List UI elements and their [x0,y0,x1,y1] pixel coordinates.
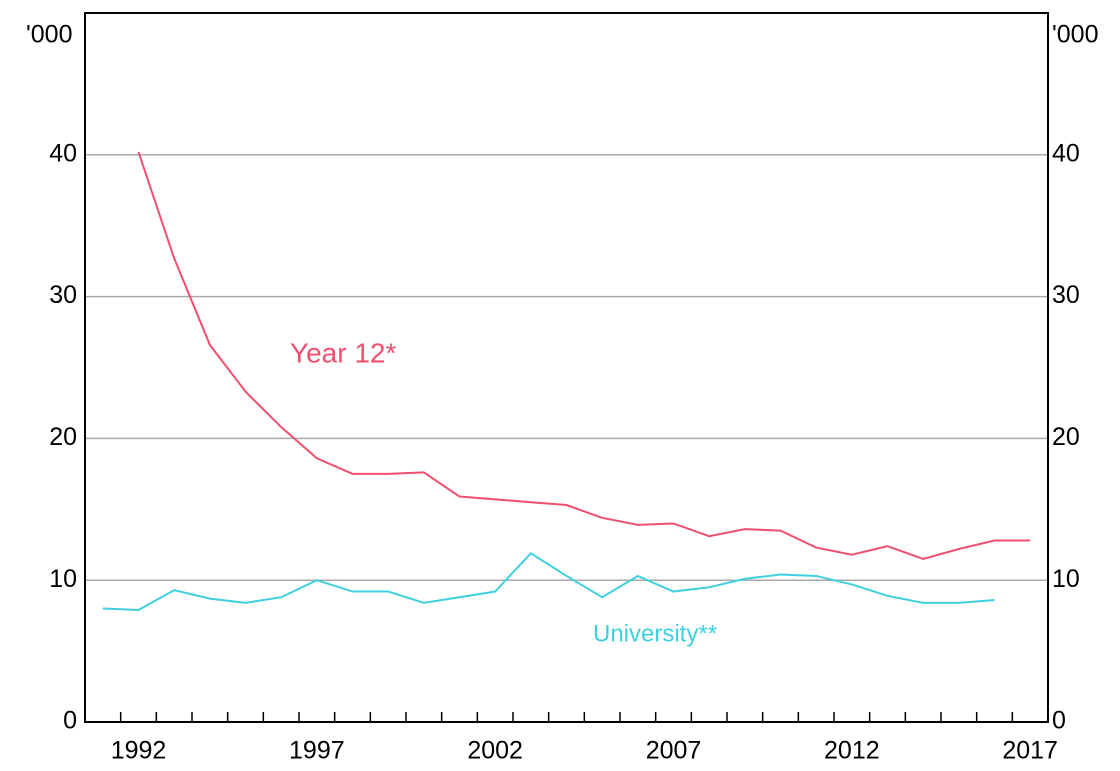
y-tick-label: 30 [49,281,77,309]
x-tick-label: 2017 [1002,737,1058,765]
y2-tick-label: 0 [1052,707,1066,735]
y-tick-label: 40 [49,139,77,167]
y2-tick-label: 20 [1052,423,1080,451]
y-unit-right: '000 [1052,21,1098,49]
series-label: Year 12* [290,337,396,368]
y-tick-label: 0 [63,707,77,735]
x-tick-label: 2002 [467,737,523,765]
x-tick-label: 2012 [824,737,880,765]
line [102,551,995,611]
x-tick-label: 1997 [289,737,345,765]
series-label: University** [593,620,717,647]
line [137,151,1031,560]
y2-tick-label: 30 [1052,281,1080,309]
x-tick-label: 2007 [646,737,702,765]
plot-frame [84,12,1049,723]
y-unit-left: '000 [26,21,72,49]
y-tick-label: 20 [49,423,77,451]
x-tick-label: 1992 [111,737,167,765]
y2-tick-label: 10 [1052,565,1080,593]
y-tick-label: 10 [49,565,77,593]
y2-tick-label: 40 [1052,139,1080,167]
